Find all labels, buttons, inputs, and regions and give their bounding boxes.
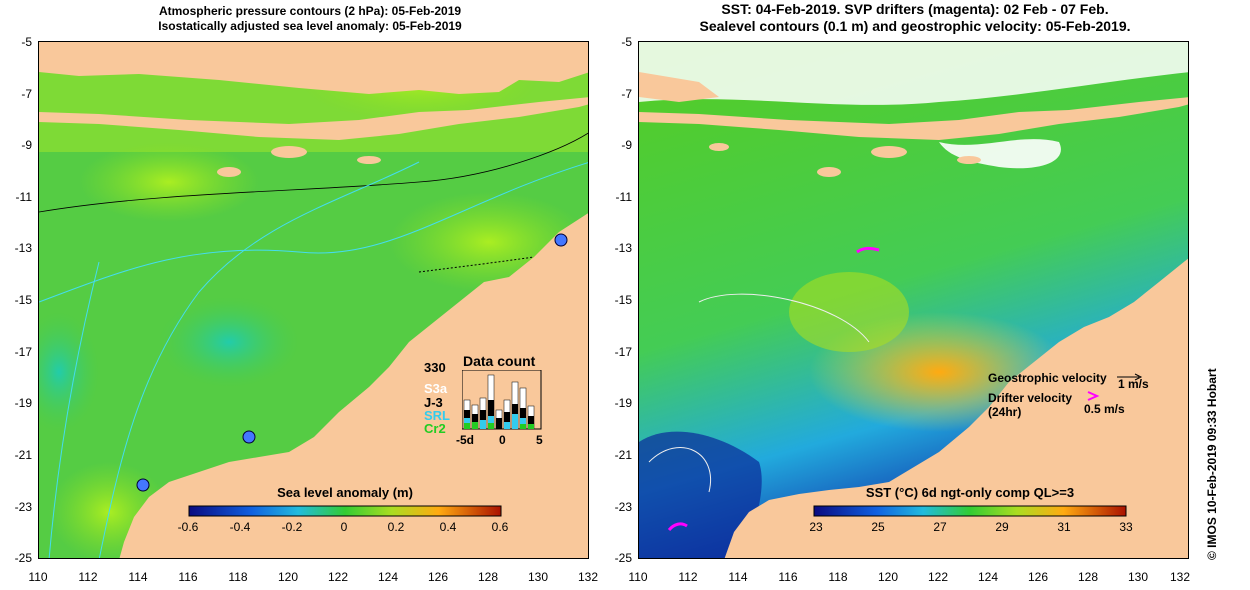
sea-level-map-svg [39,42,588,558]
lat-tick: -7 [21,87,32,101]
drifter-arrow-icon [1087,391,1100,401]
lat-tick: -25 [14,551,32,565]
imos-credit: © IMOS 10-Feb-2019 09:33 Hobart [1205,368,1219,560]
sea-level-colorbar-label: 0.4 [439,520,457,534]
lat-tick: -19 [14,396,32,410]
data-count-xlabel: 5 [536,433,543,447]
left-title-line1: Atmospheric pressure contours (2 hPa): 0… [158,4,462,18]
lon-tick: 132 [577,570,599,584]
lon-tick: 116 [178,570,198,584]
lon-tick: 130 [527,570,549,584]
lon-tick: 130 [1127,570,1149,584]
geostrophic-velocity-label: Geostrophic velocity [988,371,1107,385]
sea-level-colorbar [188,505,502,517]
sst-colorbar-label: 29 [995,520,1009,534]
lon-tick: 126 [427,570,449,584]
right-title-line2: Sealevel contours (0.1 m) and geostrophi… [699,18,1131,34]
sea-level-colorbar-label: -0.2 [281,520,303,534]
lat-tick: -11 [15,190,32,204]
lat-tick: -7 [621,87,632,101]
lon-tick: 118 [228,570,248,584]
lat-tick: -23 [14,500,32,514]
data-count-max: 330 [424,360,446,375]
lat-tick: -5 [621,35,632,49]
drifter-velocity-period: (24hr) [988,405,1022,419]
lon-tick: 116 [778,570,798,584]
sst-map-svg [639,42,1188,558]
right-title-line1: SST: 04-Feb-2019. SVP drifters (magenta)… [721,1,1109,17]
lon-tick: 114 [728,570,748,584]
data-count-xlabel: -5d [456,433,474,447]
sat-label-s3a: S3a [424,381,448,396]
drifter-track [856,246,880,254]
sst-map [638,41,1189,559]
drifter-velocity-label: Drifter velocity [988,391,1073,405]
sea-level-anomaly-map [38,41,589,559]
lon-tick: 112 [678,570,698,584]
geostrophic-velocity-unit: 1 m/s [1118,377,1149,391]
lon-tick: 120 [277,570,299,584]
sea-level-colorbar-title: Sea level anomaly (m) [277,485,413,500]
lat-tick: -21 [614,448,632,462]
lon-tick: 122 [327,570,349,584]
lat-tick: -15 [14,293,32,307]
lon-tick: 118 [828,570,848,584]
lon-tick: 132 [1169,570,1191,584]
sea-level-colorbar-label: 0.6 [491,520,509,534]
lon-tick: 128 [1077,570,1099,584]
indonesia-islands [39,97,588,140]
lat-tick: -17 [614,345,632,359]
lat-tick: -13 [14,241,32,255]
lon-tick: 120 [877,570,899,584]
lon-tick: 122 [927,570,949,584]
sea-level-colorbar-label: 0 [340,520,348,534]
left-map-title: Atmospheric pressure contours (2 hPa): 0… [80,4,540,34]
sst-colorbar-label: 27 [933,520,947,534]
sst-colorbar-title: SST (°C) 6d ngt-only comp QL>=3 [865,485,1075,500]
lat-tick: -25 [614,551,632,565]
sea-level-colorbar-label: -0.4 [229,520,251,534]
sst-colorbar-label: 31 [1057,520,1071,534]
drifter-velocity-unit: 0.5 m/s [1084,402,1125,416]
sst-colorbar-label: 33 [1119,520,1133,534]
lat-tick: -5 [21,35,32,49]
lon-tick: 110 [628,570,648,584]
lat-tick: -15 [614,293,632,307]
lat-tick: -19 [614,396,632,410]
lat-tick: -17 [14,345,32,359]
lat-tick: -23 [614,500,632,514]
sst-colorbar-label: 25 [871,520,885,534]
sst-colorbar-label: 23 [809,520,823,534]
lon-tick: 126 [1027,570,1049,584]
lon-tick: 112 [78,570,98,584]
java-coast [39,42,588,94]
lat-tick: -9 [21,138,32,152]
lon-tick: 124 [977,570,999,584]
geostrophic-arrow-icon [1117,373,1143,381]
lon-tick: 124 [377,570,399,584]
right-map-title: SST: 04-Feb-2019. SVP drifters (magenta)… [620,1,1210,35]
lat-tick: -11 [615,190,632,204]
sat-label-srl: SRL [424,408,450,423]
sat-label-j3: J-3 [424,395,443,410]
lon-tick: 114 [128,570,148,584]
left-title-line2: Isostatically adjusted sea level anomaly… [158,19,462,33]
lat-tick: -13 [614,241,632,255]
australia-landmass [119,213,588,558]
lat-tick: -9 [621,138,632,152]
sea-level-colorbar-label: 0.2 [387,520,405,534]
data-count-xlabel: 0 [499,433,506,447]
lat-tick: -21 [14,448,32,462]
lon-tick: 128 [477,570,499,584]
data-count-title: Data count [463,353,536,369]
sst-colorbar [813,505,1127,517]
sea-level-colorbar-label: -0.6 [177,520,199,534]
lon-tick: 110 [28,570,48,584]
australia-landmass-sst [724,258,1188,558]
sat-label-cr2: Cr2 [424,421,446,436]
data-count-histogram [462,370,542,430]
